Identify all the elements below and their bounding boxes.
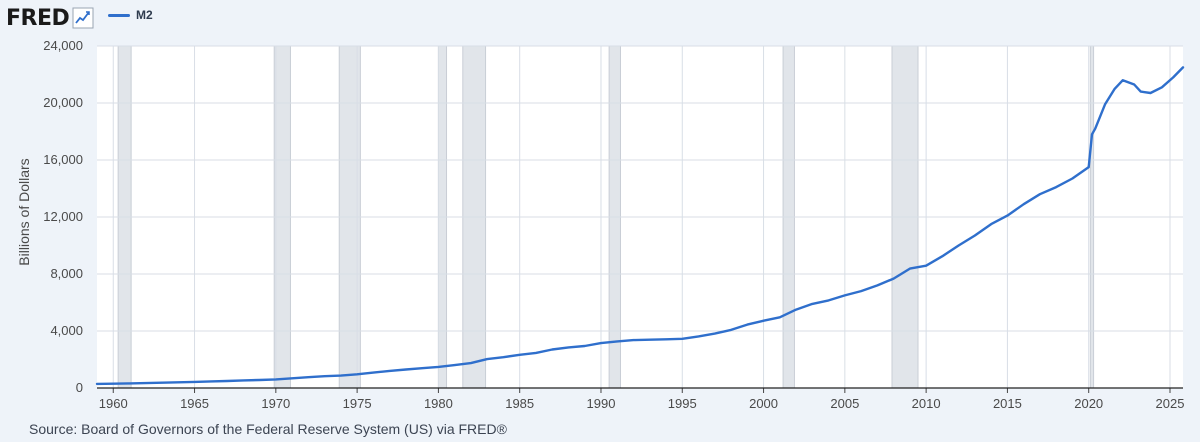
- chart-legend: M2: [108, 8, 153, 22]
- x-tick-label: 2005: [830, 396, 859, 411]
- chart: 0 4,000 8,000 12,000 16,000 20,000 24,000 1960…: [43, 38, 1185, 411]
- y-tick-label: 12,000: [43, 209, 83, 224]
- x-tick-label: 1980: [424, 396, 453, 411]
- x-tick-label: 2020: [1074, 396, 1103, 411]
- x-tick-label: 2025: [1156, 396, 1185, 411]
- y-axis-label: Billions of Dollars: [16, 158, 32, 266]
- x-tick-label: 1985: [505, 396, 534, 411]
- x-tick-label: 1960: [99, 396, 128, 411]
- fred-logo[interactable]: FRED: [6, 4, 94, 32]
- y-tick-label: 4,000: [50, 323, 83, 338]
- x-tick-label: 2000: [749, 396, 778, 411]
- y-tick-label: 20,000: [43, 95, 83, 110]
- x-tick-label: 1970: [261, 396, 290, 411]
- y-tick-label: 16,000: [43, 152, 83, 167]
- grid-lines: [97, 45, 1183, 388]
- y-tick-label: 24,000: [43, 38, 83, 53]
- legend-swatch-m2: [108, 13, 130, 17]
- chart-header: FRED M2: [0, 0, 1200, 36]
- x-tick-label: 1995: [668, 396, 697, 411]
- logo-text: FRED: [6, 5, 70, 31]
- series-line-m2: [95, 66, 1185, 386]
- x-axis: 1960 1965 1970 1975 1980 1985 1990 1995 2000 2005…: [99, 388, 1185, 411]
- x-tick-label: 1990: [587, 396, 616, 411]
- x-tick-label: 2010: [912, 396, 941, 411]
- y-axis: 0 4,000 8,000 12,000 16,000 20,000 24,000: [43, 38, 83, 395]
- x-tick-label: 1965: [180, 396, 209, 411]
- x-tick-label: 1975: [343, 396, 372, 411]
- y-tick-label: 0: [76, 380, 83, 395]
- legend-label-m2: M2: [136, 8, 153, 22]
- line-chart-icon: [72, 7, 94, 29]
- x-tick-label: 2015: [993, 396, 1022, 411]
- source-note: Source: Board of Governors of the Federa…: [29, 421, 507, 437]
- y-tick-label: 8,000: [50, 266, 83, 281]
